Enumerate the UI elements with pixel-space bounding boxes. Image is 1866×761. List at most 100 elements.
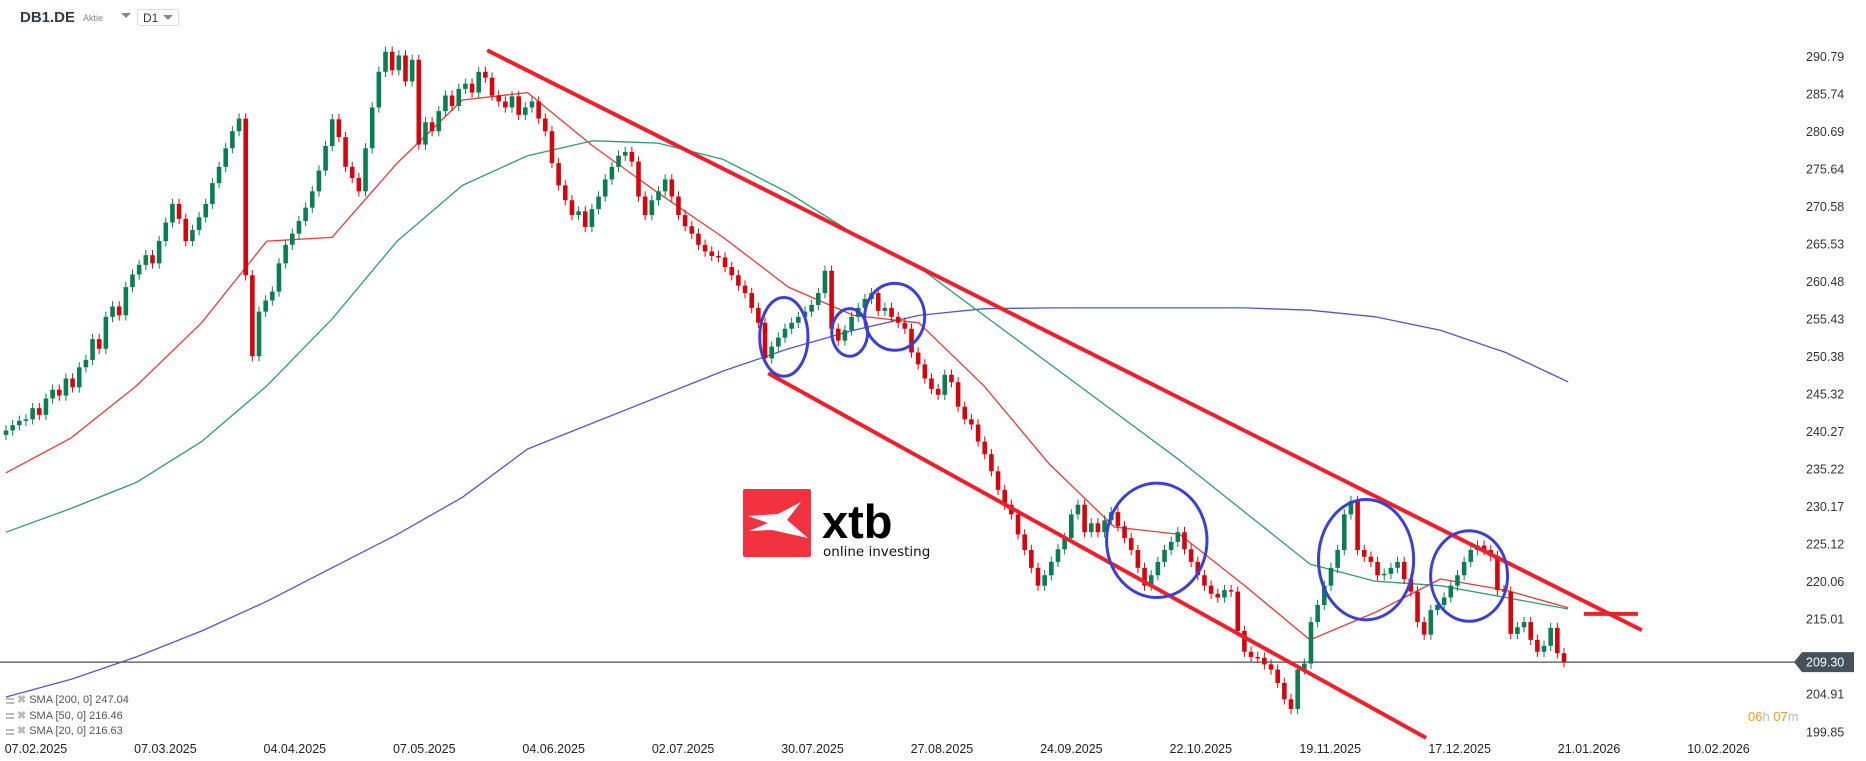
settings-icon[interactable] bbox=[6, 728, 14, 735]
candle[interactable] bbox=[769, 341, 774, 364]
candle[interactable] bbox=[1348, 495, 1354, 520]
candle[interactable] bbox=[582, 206, 588, 233]
candle[interactable] bbox=[123, 281, 129, 321]
candle[interactable] bbox=[336, 114, 342, 143]
close-icon[interactable]: ✖ bbox=[17, 709, 27, 722]
candle[interactable] bbox=[1441, 592, 1447, 611]
candle[interactable] bbox=[483, 66, 488, 83]
candle[interactable] bbox=[116, 301, 122, 321]
candle[interactable] bbox=[1388, 562, 1394, 579]
candle[interactable] bbox=[562, 180, 568, 206]
candle[interactable] bbox=[1515, 622, 1520, 640]
candle[interactable] bbox=[476, 66, 482, 98]
candle[interactable] bbox=[176, 198, 182, 225]
candle[interactable] bbox=[1248, 646, 1254, 663]
candle[interactable] bbox=[110, 301, 115, 323]
candle[interactable] bbox=[889, 302, 894, 323]
candle[interactable] bbox=[496, 90, 502, 107]
candle[interactable] bbox=[403, 50, 408, 87]
annotation-circle[interactable] bbox=[1105, 481, 1209, 600]
candle[interactable] bbox=[1195, 556, 1201, 581]
legend-item-sma200[interactable]: ✖ SMA [200, 0] 247.04 bbox=[6, 693, 129, 709]
candle[interactable] bbox=[1448, 580, 1454, 603]
candle[interactable] bbox=[436, 105, 442, 137]
candle[interactable] bbox=[796, 311, 801, 328]
candle[interactable] bbox=[742, 280, 748, 299]
candle[interactable] bbox=[103, 311, 109, 354]
candle[interactable] bbox=[1015, 509, 1021, 540]
candle[interactable] bbox=[343, 131, 348, 173]
candle[interactable] bbox=[789, 317, 794, 334]
candle[interactable] bbox=[1381, 568, 1387, 581]
price-axis[interactable]: 290.79 285.74 280.69 275.64 270.58 265.53 260.… bbox=[1806, 50, 1844, 739]
candle[interactable] bbox=[1355, 495, 1360, 556]
candle[interactable] bbox=[1455, 570, 1460, 591]
candle[interactable] bbox=[629, 146, 635, 167]
candle[interactable] bbox=[962, 401, 968, 425]
candle[interactable] bbox=[1222, 584, 1227, 603]
candle[interactable] bbox=[516, 91, 521, 121]
candle[interactable] bbox=[523, 102, 528, 121]
candle[interactable] bbox=[636, 156, 641, 202]
candle[interactable] bbox=[1428, 604, 1434, 640]
candle[interactable] bbox=[702, 239, 708, 257]
candle[interactable] bbox=[276, 258, 282, 297]
close-icon[interactable]: ✖ bbox=[17, 725, 27, 737]
candle[interactable] bbox=[1461, 556, 1467, 581]
candle[interactable] bbox=[656, 186, 661, 206]
candle[interactable] bbox=[1029, 544, 1034, 574]
candle[interactable] bbox=[1375, 556, 1380, 581]
candle[interactable] bbox=[622, 146, 628, 161]
candle[interactable] bbox=[1115, 506, 1121, 532]
candle[interactable] bbox=[1528, 616, 1534, 646]
candle[interactable] bbox=[616, 150, 621, 173]
candle[interactable] bbox=[602, 174, 608, 202]
candle[interactable] bbox=[1022, 529, 1027, 556]
legend-item-sma20[interactable]: ✖ SMA [20, 0] 216.63 bbox=[6, 724, 129, 740]
candle[interactable] bbox=[303, 202, 308, 227]
candle[interactable] bbox=[662, 174, 668, 197]
candle[interactable] bbox=[1561, 648, 1567, 668]
candle[interactable] bbox=[443, 90, 448, 117]
candle[interactable] bbox=[676, 191, 681, 221]
candle[interactable] bbox=[469, 78, 475, 98]
candle[interactable] bbox=[349, 161, 355, 184]
candle[interactable] bbox=[989, 449, 994, 477]
candle[interactable] bbox=[283, 239, 288, 269]
candle[interactable] bbox=[835, 323, 841, 346]
candle[interactable] bbox=[1335, 544, 1340, 574]
candle[interactable] bbox=[289, 228, 295, 251]
candle[interactable] bbox=[556, 157, 561, 191]
candle[interactable] bbox=[949, 369, 954, 388]
candle[interactable] bbox=[356, 172, 362, 197]
candle[interactable] bbox=[456, 83, 462, 112]
annotation-circle[interactable] bbox=[1316, 498, 1416, 622]
annotation-circle[interactable] bbox=[1429, 529, 1510, 623]
candle[interactable] bbox=[1075, 499, 1081, 520]
candle[interactable] bbox=[1155, 556, 1161, 581]
candle[interactable] bbox=[756, 302, 761, 328]
candle[interactable] bbox=[1275, 664, 1281, 689]
candle[interactable] bbox=[609, 161, 615, 185]
candle[interactable] bbox=[296, 215, 302, 239]
candle[interactable] bbox=[76, 362, 82, 393]
close-icon[interactable]: ✖ bbox=[17, 694, 27, 706]
candle[interactable] bbox=[383, 46, 388, 77]
candle[interactable] bbox=[156, 235, 162, 269]
candle[interactable] bbox=[329, 114, 335, 152]
candle[interactable] bbox=[1541, 640, 1547, 657]
candle[interactable] bbox=[1288, 694, 1294, 715]
candle[interactable] bbox=[396, 50, 402, 76]
trendline[interactable] bbox=[767, 371, 1428, 740]
candle[interactable] bbox=[136, 259, 142, 280]
candle[interactable] bbox=[915, 347, 921, 370]
candle[interactable] bbox=[1042, 570, 1047, 591]
candle[interactable] bbox=[1295, 664, 1300, 715]
candle[interactable] bbox=[63, 373, 69, 401]
candle[interactable] bbox=[929, 373, 934, 395]
candle[interactable] bbox=[922, 359, 928, 384]
candle[interactable] bbox=[822, 265, 828, 299]
candle[interactable] bbox=[1182, 526, 1187, 555]
candle[interactable] bbox=[309, 186, 315, 213]
candle[interactable] bbox=[549, 125, 555, 169]
